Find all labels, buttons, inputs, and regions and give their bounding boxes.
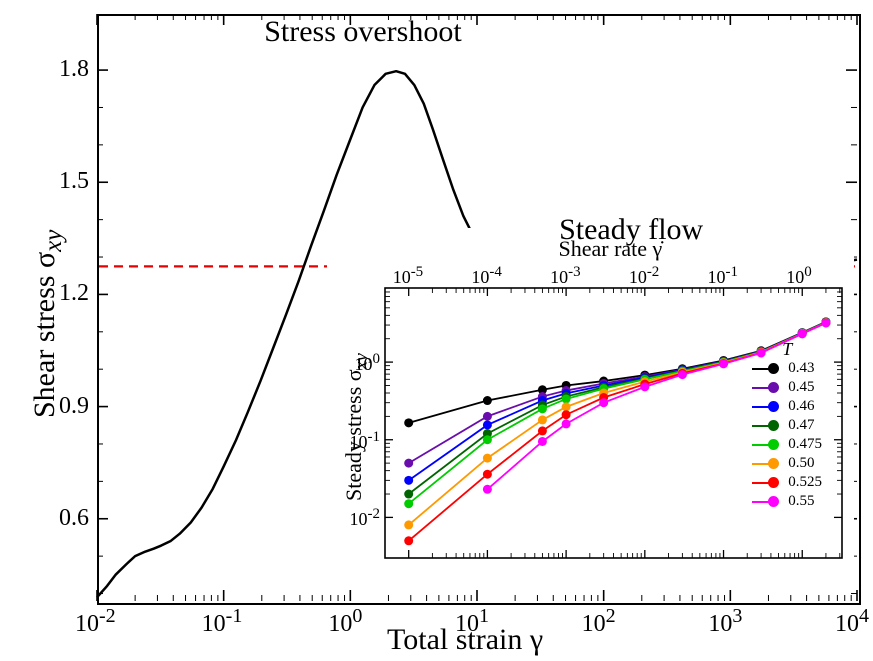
y-tick-label: 0.6 bbox=[59, 505, 89, 532]
legend-label: 0.475 bbox=[788, 436, 822, 453]
inset-x-tick-label: 10-3 bbox=[550, 264, 581, 288]
annotation: Stress overshoot bbox=[264, 15, 462, 49]
legend-label: 0.45 bbox=[788, 379, 814, 396]
y-axis-label: Shear stress σxy bbox=[28, 229, 68, 417]
x-tick-label: 10-2 bbox=[75, 605, 116, 638]
legend-item: 0.50 bbox=[752, 456, 814, 472]
legend-title: T bbox=[782, 339, 792, 360]
inset-y-tick-label: 10-2 bbox=[350, 506, 381, 530]
inset-x-tick-label: 10-5 bbox=[393, 264, 424, 288]
legend-label: 0.525 bbox=[788, 474, 822, 491]
x-tick-label: 102 bbox=[582, 605, 616, 638]
y-tick-label: 0.9 bbox=[59, 393, 89, 420]
inset-y-axis-label: Steady stress σxy bbox=[341, 353, 371, 501]
y-tick-label: 1.2 bbox=[59, 280, 89, 307]
inset-y-tick-label: 10-1 bbox=[350, 429, 381, 453]
inset-x-tick-label: 10-1 bbox=[708, 264, 739, 288]
legend-item: 0.475 bbox=[752, 437, 822, 453]
legend-label: 0.43 bbox=[788, 360, 814, 377]
legend-item: 0.45 bbox=[752, 380, 814, 396]
annotation: Steady flow bbox=[559, 213, 703, 247]
x-tick-label: 104 bbox=[835, 605, 869, 638]
legend-label: 0.50 bbox=[788, 455, 814, 472]
legend-item: 0.43 bbox=[752, 361, 814, 377]
legend-item: 0.47 bbox=[752, 418, 814, 434]
y-tick-label: 1.8 bbox=[59, 56, 89, 83]
x-tick-label: 101 bbox=[455, 605, 489, 638]
inset-y-tick-label: 100 bbox=[355, 351, 381, 375]
legend-label: 0.47 bbox=[788, 417, 814, 434]
inset-x-tick-label: 100 bbox=[786, 264, 812, 288]
inset-x-tick-label: 10-2 bbox=[629, 264, 660, 288]
figure: Shear stress σxy Total strain γ Steady s… bbox=[0, 0, 873, 661]
legend-item: 0.46 bbox=[752, 399, 814, 415]
legend-label: 0.46 bbox=[788, 398, 814, 415]
x-tick-label: 10-1 bbox=[202, 605, 243, 638]
x-tick-label: 103 bbox=[708, 605, 742, 638]
legend-item: 0.525 bbox=[752, 475, 822, 491]
inset-x-tick-label: 10-4 bbox=[471, 264, 502, 288]
y-tick-label: 1.5 bbox=[59, 168, 89, 195]
legend-item: 0.55 bbox=[752, 494, 814, 510]
legend-label: 0.55 bbox=[788, 493, 814, 510]
x-tick-label: 100 bbox=[328, 605, 362, 638]
